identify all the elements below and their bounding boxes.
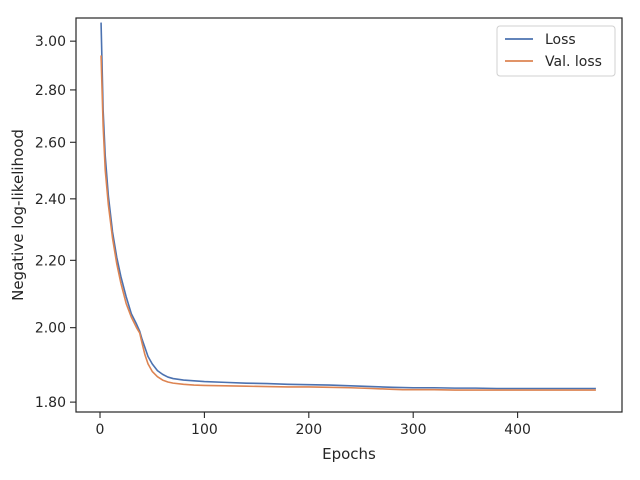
series-layer bbox=[100, 22, 596, 391]
legend: Loss Val. loss bbox=[496, 25, 616, 77]
y-axis-ticks: 1.80 2.00 2.20 2.40 2.60 2.80 3.00 bbox=[35, 34, 76, 411]
y-tick-label: 2.20 bbox=[35, 253, 66, 269]
x-tick-label: 300 bbox=[400, 422, 427, 438]
x-axis-label: Epochs bbox=[322, 445, 376, 463]
x-tick-label: 0 bbox=[96, 422, 105, 438]
series-line-loss bbox=[100, 22, 596, 390]
y-tick-label: 2.00 bbox=[35, 321, 66, 337]
x-axis-ticks: 0 100 200 300 400 bbox=[96, 412, 531, 438]
y-tick-label: 2.80 bbox=[35, 83, 66, 99]
x-tick-label: 400 bbox=[504, 422, 531, 438]
legend-label: Val. loss bbox=[545, 54, 602, 70]
x-tick-label: 100 bbox=[191, 422, 218, 438]
plot-frame bbox=[75, 17, 623, 413]
y-tick-label: 2.60 bbox=[35, 135, 66, 151]
x-tick-label: 200 bbox=[295, 422, 322, 438]
y-axis-label: Negative log-likelihood bbox=[9, 129, 27, 301]
series-line-val-loss bbox=[100, 55, 596, 391]
y-tick-label: 1.80 bbox=[35, 395, 66, 411]
y-tick-label: 3.00 bbox=[35, 34, 66, 50]
legend-label: Loss bbox=[545, 32, 576, 48]
y-tick-label: 2.40 bbox=[35, 192, 66, 208]
